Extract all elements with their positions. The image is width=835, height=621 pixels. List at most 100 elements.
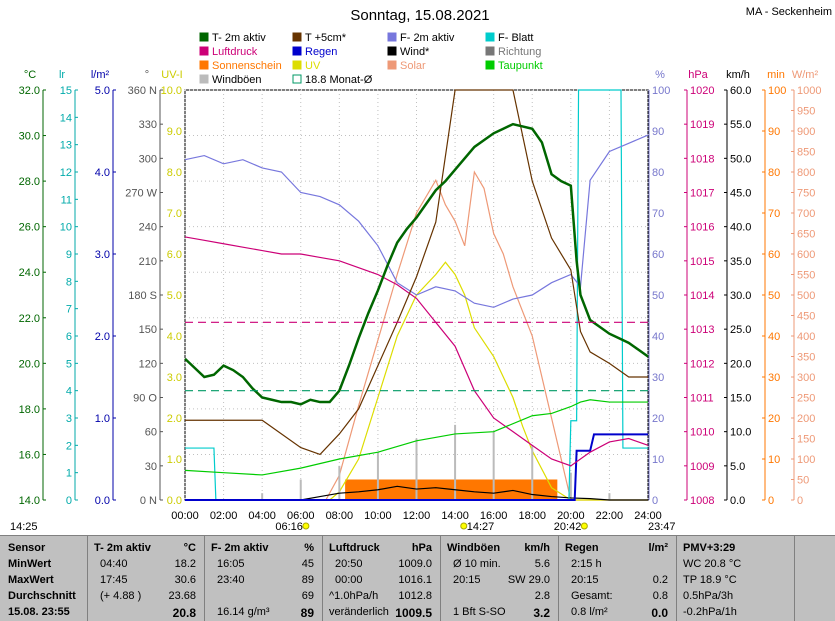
axis-tick-hum: 40 (652, 331, 664, 343)
col-press: Luftdruck hPa 20:50 1009.0 00:00 1016.1 ^1.… (323, 536, 441, 621)
axis-tick-hum: 80 (652, 167, 664, 179)
summary-table: Sensor MinWert MaxWert Durchschnitt 15.0… (0, 535, 835, 621)
axis-tick-sun: 90 (768, 126, 780, 138)
axis-tick-temp: 32.0 (19, 85, 40, 97)
axis-tick-solar: 800 (797, 167, 815, 179)
pmv-row: WC 20.8 °C (683, 558, 742, 570)
axis-tick-temp: 20.0 (19, 358, 40, 370)
axis-tick-sun: 20 (768, 413, 780, 425)
sun-marker (302, 522, 310, 530)
axis-tick-hum: 100 (652, 85, 670, 97)
col-hum: F- 2m aktiv% 16:05 45 23:40 89 69 16.14 g/… (205, 536, 323, 621)
axis-tick-lr: 3 (66, 413, 72, 425)
legend-swatch (199, 46, 209, 56)
temp-header: T- 2m aktiv (94, 542, 151, 554)
axis-tick-lr: 8 (66, 276, 72, 288)
sun-events: 06:16 14:27 20:42 14:25 23:47 (10, 521, 676, 533)
series-solar (185, 170, 648, 501)
axis-unit-sun: min (767, 69, 785, 81)
axis-tick-press: 1019 (690, 119, 714, 131)
temp-value: 18.2 (174, 558, 196, 570)
axis-tick-wind: 10.0 (730, 427, 751, 439)
axis-tick-lr: 1 (66, 468, 72, 480)
axis-tick-lr: 12 (60, 167, 72, 179)
axis-tick-uv: 6.0 (167, 249, 182, 261)
axis-tick-wind: 25.0 (730, 324, 751, 336)
axis-tick-press: 1013 (690, 324, 714, 336)
moon-left: 14:25 (10, 521, 38, 533)
axis-tick-solar: 850 (797, 147, 815, 159)
axis-tick-sun: 60 (768, 249, 780, 261)
axis-tick-solar: 550 (797, 270, 815, 282)
rain-value: 0.8 (652, 590, 668, 602)
axis-tick-wind: 30.0 (730, 290, 751, 302)
axis-tick-press: 1012 (690, 358, 714, 370)
legend-swatch (292, 32, 302, 42)
station-name: MA - Seckenheim (746, 6, 832, 18)
axis-tick-press: 1018 (690, 153, 714, 165)
legend-swatch (485, 46, 495, 56)
axes: °C32.030.028.026.024.022.020.018.016.014… (19, 69, 822, 507)
axis-tick-dir: 0 N (140, 495, 157, 507)
chart-title: Sonntag, 15.08.2021 (350, 7, 489, 24)
legend: T- 2m aktiv T +5cm* F- 2m aktiv F- Blatt Luf… (199, 32, 543, 86)
axis-unit-press: hPa (688, 69, 708, 81)
press-trend: ^1.0hPa/h (329, 590, 379, 602)
col-gust: Windböen km/h Ø 10 min. 5.6 20:15 SW 29.0 2… (441, 536, 559, 621)
x-tick-label: 06:00 (287, 510, 315, 522)
sun-sunset: 20:42 (554, 521, 582, 533)
gust-value: 5.6 (534, 558, 550, 570)
legend-label: Richtung (498, 46, 541, 58)
axis-tick-uv: 1.0 (167, 454, 182, 466)
axis-tick-rain: 5.0 (95, 85, 110, 97)
axis-tick-solar: 700 (797, 208, 815, 220)
x-tick-label: 14:00 (441, 510, 469, 522)
sun-transit: 14:27 (467, 521, 495, 533)
legend-swatch (199, 60, 209, 70)
axis-tick-wind: 35.0 (730, 256, 751, 268)
moon-right: 23:47 (648, 521, 676, 533)
legend-label: F- 2m aktiv (400, 32, 455, 44)
sensor-header: Sensor (8, 542, 46, 554)
pmv-row: -0.2hPa/1h (683, 606, 737, 618)
legend-swatch (485, 32, 495, 42)
axis-tick-rain: 2.0 (95, 331, 110, 343)
legend-swatch (292, 46, 302, 56)
temp-time: 17:45 (100, 574, 128, 586)
axis-tick-temp: 24.0 (19, 267, 40, 279)
axis-tick-press: 1015 (690, 256, 714, 268)
axis-unit-temp: °C (24, 69, 36, 81)
axis-tick-uv: 0.0 (167, 495, 182, 507)
axis-tick-dir: 180 S (128, 290, 157, 302)
gust-label: Ø 10 min. (453, 558, 501, 570)
axis-tick-press: 1016 (690, 222, 714, 234)
axis-tick-solar: 750 (797, 188, 815, 200)
axis-tick-uv: 9.0 (167, 126, 182, 138)
legend-swatch (485, 60, 495, 70)
axis-tick-rain: 4.0 (95, 167, 110, 179)
series-layer (184, 89, 649, 501)
axis-tick-press: 1010 (690, 427, 714, 439)
rain-label: Gesamt: (571, 590, 613, 602)
temp-time: (+ 4.88 ) (100, 590, 142, 602)
legend-label: Wind* (400, 46, 430, 58)
axis-tick-wind: 15.0 (730, 393, 751, 405)
axis-unit-wind: km/h (726, 69, 750, 81)
axis-tick-dir: 60 (145, 427, 157, 439)
axis-tick-solar: 950 (797, 106, 815, 118)
x-tick-label: 16:00 (480, 510, 508, 522)
axis-tick-dir: 150 (139, 324, 157, 336)
axis-unit-hum: % (655, 69, 665, 81)
axis-tick-solar: 900 (797, 126, 815, 138)
legend-label: Windböen (212, 74, 262, 86)
axis-tick-temp: 28.0 (19, 176, 40, 188)
hum-time: 23:40 (217, 574, 245, 586)
press-value: 1009.0 (398, 558, 432, 570)
sun-marker (580, 522, 588, 530)
axis-tick-solar: 1000 (797, 85, 821, 97)
axis-unit-rain: l/m² (91, 69, 110, 81)
legend-label: T +5cm* (305, 32, 347, 44)
gust-time: 20:15 (453, 574, 481, 586)
axis-tick-lr: 4 (66, 386, 72, 398)
hum-header: F- 2m aktiv (211, 542, 269, 554)
